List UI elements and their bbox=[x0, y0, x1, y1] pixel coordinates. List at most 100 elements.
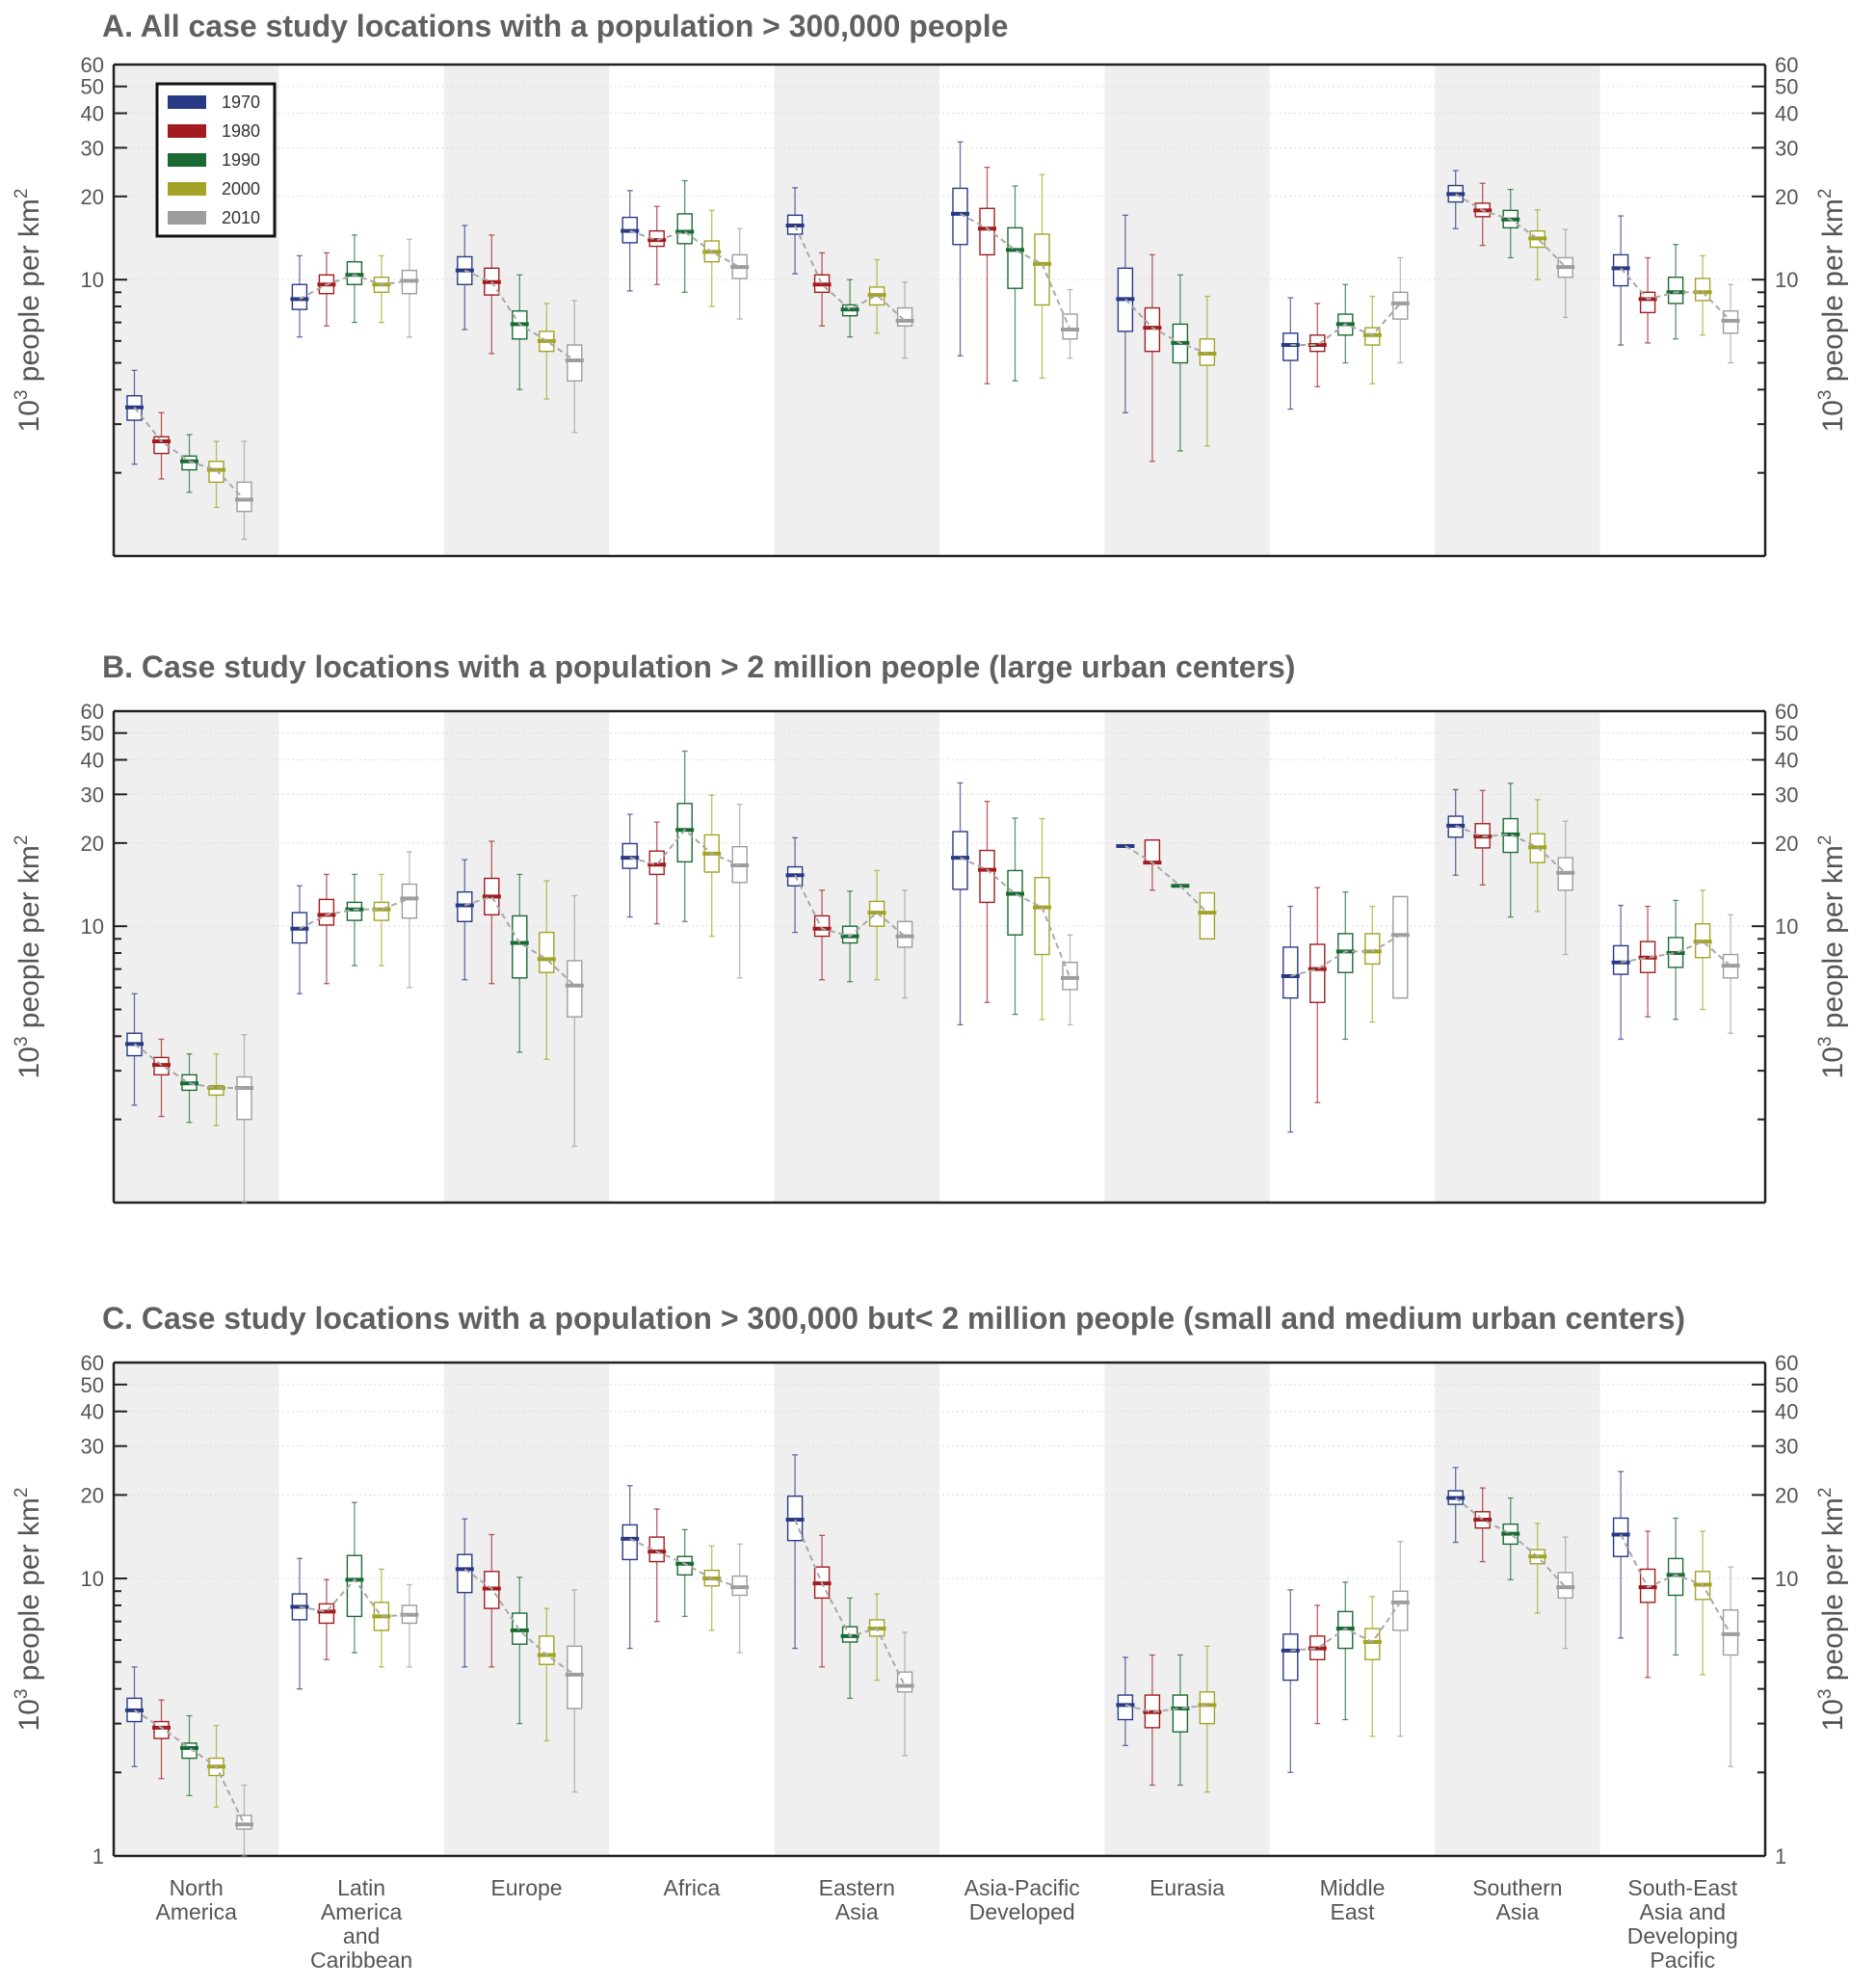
median-trend-line bbox=[1290, 1602, 1402, 1652]
y-axis-label-right: 103 people per km2 bbox=[1815, 1488, 1849, 1732]
region-label: Developed bbox=[969, 1899, 1075, 1924]
y-axis-label-part: 2 bbox=[12, 835, 32, 846]
box-1970 bbox=[952, 187, 968, 246]
region-label: Developing bbox=[1627, 1923, 1738, 1948]
box-1970 bbox=[1117, 1694, 1134, 1721]
y-axis-label-part: 10 bbox=[13, 1699, 45, 1731]
y-tick-label-right: 10 bbox=[1775, 1567, 1798, 1591]
region-label: America bbox=[156, 1899, 238, 1924]
legend-label: 1990 bbox=[222, 150, 260, 170]
box-1970 bbox=[621, 1523, 638, 1561]
median-trend-line bbox=[463, 895, 575, 987]
y-axis-label-part: 3 bbox=[1815, 1037, 1836, 1047]
legend-swatch-1980 bbox=[168, 124, 206, 138]
region-label: Asia bbox=[1496, 1899, 1540, 1924]
panel-title: B. Case study locations with a populatio… bbox=[102, 649, 1295, 684]
median-trend-line bbox=[133, 1709, 246, 1825]
y-axis-label-part: 3 bbox=[12, 390, 32, 401]
median-trend-line bbox=[1124, 1704, 1208, 1713]
box-2010 bbox=[567, 960, 583, 1018]
box-1990 bbox=[1667, 1557, 1684, 1597]
y-tick-label-left: 20 bbox=[81, 185, 104, 209]
region-shade bbox=[1104, 1363, 1270, 1856]
panel-title: C. Case study locations with a populatio… bbox=[102, 1301, 1685, 1336]
y-axis-label-part: 3 bbox=[1815, 1689, 1836, 1700]
y-tick-label-left: 40 bbox=[81, 749, 104, 773]
y-tick-label-left: 20 bbox=[81, 832, 104, 856]
median-trend-line bbox=[133, 1043, 245, 1089]
legend-swatch-2000 bbox=[168, 182, 206, 196]
y-tick-label-left: 10 bbox=[81, 914, 104, 939]
region-label: Eastern bbox=[819, 1875, 895, 1900]
box-1970 bbox=[1612, 1517, 1629, 1557]
box-1970 bbox=[291, 283, 308, 310]
y-tick-label-left: 30 bbox=[81, 782, 104, 807]
y-tick-label-left: 20 bbox=[81, 1483, 104, 1507]
y-tick-label-left: 10 bbox=[81, 268, 104, 292]
region-label: Europe bbox=[490, 1875, 562, 1900]
median-trend-line bbox=[463, 269, 575, 361]
legend-swatch-1970 bbox=[168, 95, 206, 109]
region-shade bbox=[114, 711, 279, 1203]
y-axis-label-part: people per km bbox=[1817, 845, 1849, 1036]
y-axis-label-left: 103 people per km2 bbox=[12, 189, 45, 433]
y-tick-label-right: 10 bbox=[1775, 914, 1798, 939]
y-tick-label-right: 50 bbox=[1775, 75, 1798, 99]
median-trend-line bbox=[299, 897, 410, 930]
legend-label: 2000 bbox=[222, 179, 260, 199]
region-label: South-East bbox=[1627, 1875, 1737, 1900]
region-label: Asia-Pacific bbox=[964, 1875, 1080, 1900]
region-label: Asia bbox=[835, 1899, 879, 1924]
region-labels: NorthAmericaLatinAmericaandCaribbeanEuro… bbox=[156, 1875, 1738, 1973]
median-trend-line bbox=[960, 857, 1071, 979]
median-trend-line bbox=[1455, 1497, 1567, 1588]
y-axis-label-part: 10 bbox=[13, 400, 45, 432]
y-tick-label-left: 50 bbox=[81, 1373, 104, 1397]
svg-text:103 people per km2: 103 people per km2 bbox=[1815, 189, 1849, 433]
box-2010 bbox=[1062, 961, 1078, 991]
box-1990 bbox=[1007, 226, 1023, 289]
y-tick-label-right: 20 bbox=[1775, 1483, 1798, 1507]
y-tick-label-right: 60 bbox=[1775, 700, 1798, 724]
box-2010 bbox=[896, 1671, 913, 1693]
svg-text:103 people per km2: 103 people per km2 bbox=[1815, 835, 1849, 1079]
box-2000 bbox=[1034, 876, 1050, 956]
box-1970 bbox=[952, 831, 968, 890]
y-axis-label-part: people per km bbox=[1817, 199, 1849, 389]
median-trend-line bbox=[794, 874, 906, 938]
y-axis-label-part: people per km bbox=[1817, 1497, 1849, 1688]
y-tick-label-right: 30 bbox=[1775, 1435, 1798, 1459]
y-tick-label-right: 30 bbox=[1775, 136, 1798, 160]
region-label: Middle bbox=[1320, 1875, 1386, 1900]
legend: 1970 1980 1990 2000 2010 bbox=[155, 82, 277, 238]
box-1990 bbox=[346, 1554, 363, 1618]
box-1990 bbox=[676, 803, 693, 863]
box-2010 bbox=[236, 481, 252, 513]
region-label: North bbox=[170, 1875, 224, 1900]
region-shade bbox=[1104, 711, 1270, 1203]
median-trend-line bbox=[629, 1537, 740, 1589]
y-tick-label-left: 40 bbox=[81, 102, 104, 126]
region-label: Latin bbox=[337, 1875, 385, 1900]
y-tick-label-left: 60 bbox=[81, 53, 104, 77]
box-1970 bbox=[1282, 1633, 1299, 1682]
median-trend-line bbox=[794, 225, 906, 322]
box-2010 bbox=[1392, 291, 1409, 320]
y-tick-label-left: 50 bbox=[81, 75, 104, 99]
region-label: Eurasia bbox=[1149, 1875, 1225, 1900]
y-tick-label-right: 60 bbox=[1775, 53, 1798, 77]
y-axis-label-right: 103 people per km2 bbox=[1815, 835, 1849, 1079]
box-1990 bbox=[676, 213, 693, 245]
svg-text:103 people per km2: 103 people per km2 bbox=[12, 835, 45, 1079]
y-tick-label-right: 50 bbox=[1775, 722, 1798, 746]
box-1970 bbox=[1612, 253, 1629, 287]
y-tick-label-right: 60 bbox=[1775, 1351, 1798, 1375]
box-1990 bbox=[676, 1555, 693, 1576]
median-trend-line bbox=[1620, 1534, 1731, 1635]
box-1990 bbox=[1007, 869, 1023, 936]
median-trend-line bbox=[1124, 845, 1208, 914]
box-2010 bbox=[567, 344, 583, 383]
y-axis-label-part: 2 bbox=[1815, 189, 1836, 199]
